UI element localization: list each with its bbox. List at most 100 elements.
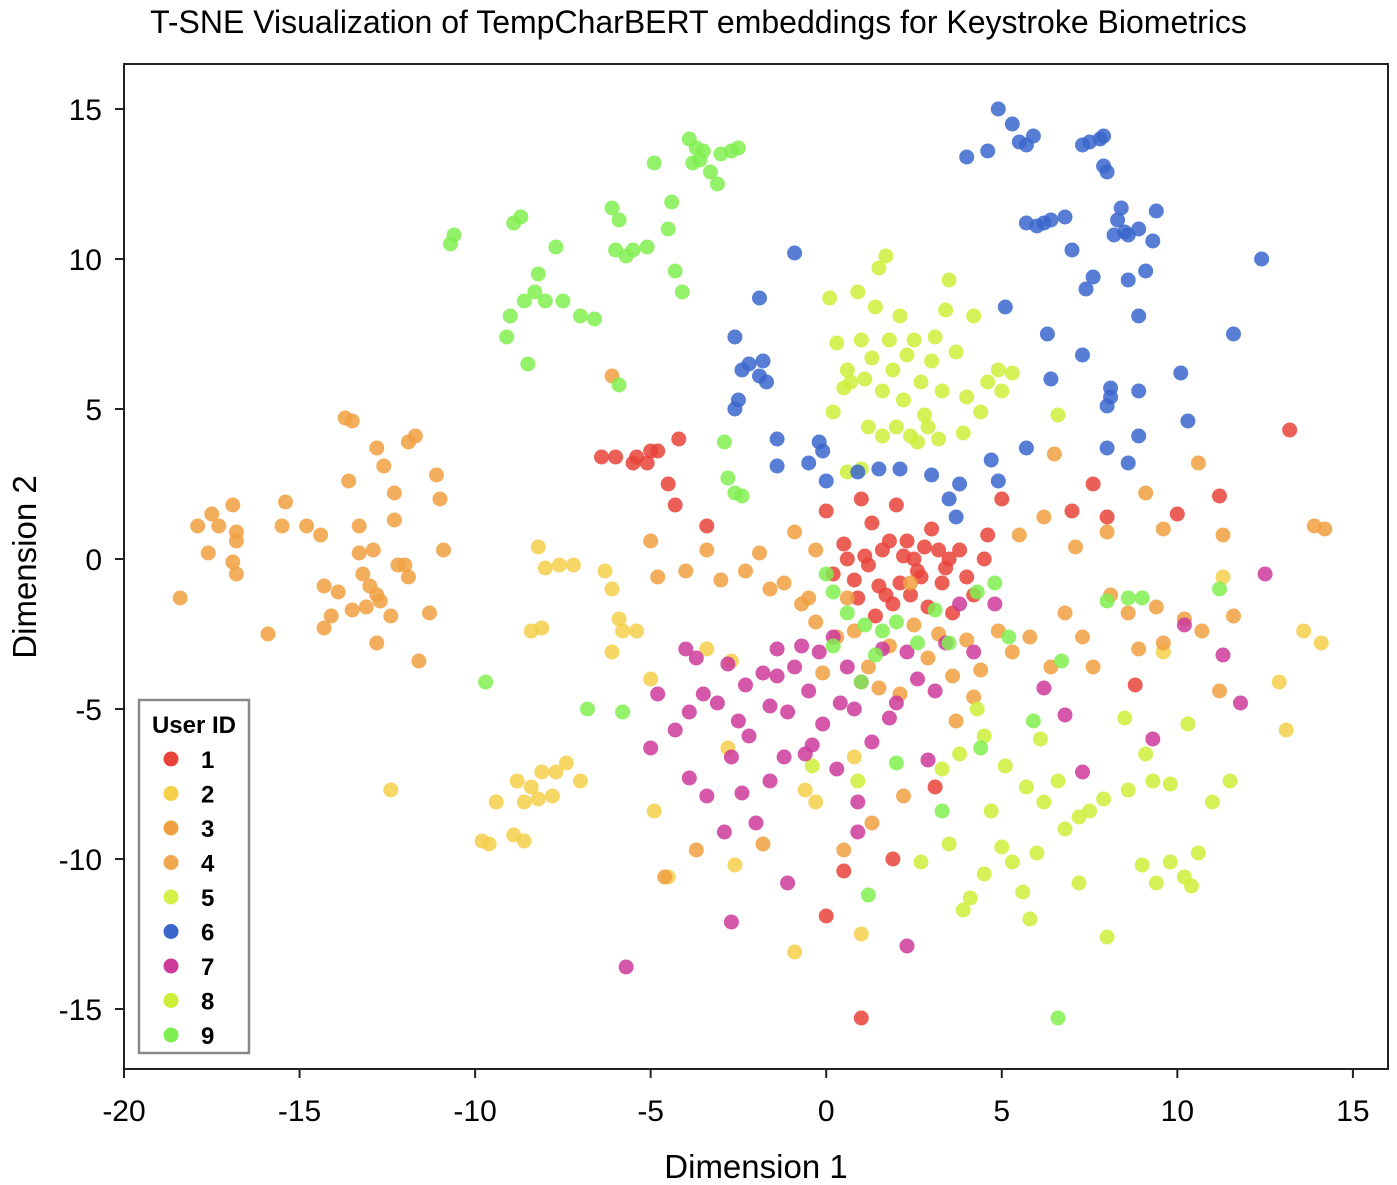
data-point-user-5 xyxy=(888,419,904,435)
data-point-user-3 xyxy=(225,497,241,513)
data-point-user-6 xyxy=(1096,128,1112,144)
data-point-user-9 xyxy=(888,755,904,771)
data-point-user-5 xyxy=(874,383,890,399)
data-point-user-3 xyxy=(344,413,360,429)
legend-marker-user-7 xyxy=(163,958,179,974)
x-tick-label: -15 xyxy=(278,1095,321,1128)
points-layer xyxy=(172,101,1333,1026)
data-point-user-5 xyxy=(959,389,975,405)
data-point-user-3 xyxy=(411,653,427,669)
data-point-user-1 xyxy=(885,596,901,612)
data-point-user-5 xyxy=(853,332,869,348)
data-point-user-5 xyxy=(1222,773,1238,789)
legend-title: User ID xyxy=(152,712,236,739)
x-tick-label: 10 xyxy=(1161,1095,1194,1128)
legend-marker-user-2 xyxy=(163,786,179,801)
y-tick-label: -10 xyxy=(59,844,102,877)
data-point-user-5 xyxy=(857,371,873,387)
data-point-user-5 xyxy=(1134,857,1150,873)
data-point-user-9 xyxy=(580,701,595,717)
data-point-user-1 xyxy=(892,575,908,591)
data-point-user-5 xyxy=(1117,710,1133,726)
y-tick-label: -15 xyxy=(59,994,102,1027)
data-point-user-7 xyxy=(776,749,792,765)
data-point-user-7 xyxy=(829,761,845,777)
data-point-user-3 xyxy=(896,788,911,804)
data-point-user-7 xyxy=(723,914,739,930)
data-point-user-1 xyxy=(818,908,834,924)
data-point-user-7 xyxy=(966,644,982,660)
data-point-user-1 xyxy=(874,542,890,558)
data-point-user-5 xyxy=(962,890,978,906)
data-point-user-3 xyxy=(1131,641,1147,657)
y-tick-label: 0 xyxy=(85,544,102,577)
data-point-user-3 xyxy=(959,632,975,648)
data-point-user-6 xyxy=(1131,308,1147,324)
data-point-user-5 xyxy=(980,374,996,390)
data-point-user-9 xyxy=(927,602,943,618)
data-point-user-3 xyxy=(400,434,416,450)
data-point-user-6 xyxy=(1110,212,1126,228)
data-point-user-2 xyxy=(643,671,659,687)
data-point-user-5 xyxy=(1050,407,1066,423)
data-point-user-3 xyxy=(299,518,315,534)
data-point-user-1 xyxy=(867,608,883,624)
data-point-user-5 xyxy=(1022,911,1038,927)
data-point-user-6 xyxy=(1036,215,1052,231)
data-point-user-3 xyxy=(400,569,416,585)
data-point-user-5 xyxy=(913,854,929,870)
data-point-user-1 xyxy=(994,491,1010,507)
data-point-user-3 xyxy=(860,659,876,675)
data-point-user-6 xyxy=(741,356,757,372)
data-point-user-9 xyxy=(1212,581,1227,597)
data-point-user-5 xyxy=(976,866,992,882)
legend-label-user-6: 6 xyxy=(201,920,214,947)
data-point-user-9 xyxy=(516,293,532,309)
data-point-user-7 xyxy=(952,596,968,612)
data-point-user-2 xyxy=(615,623,631,639)
data-point-user-9 xyxy=(910,635,925,651)
data-point-user-5 xyxy=(864,350,880,366)
data-point-user-2 xyxy=(808,794,824,810)
legend-label-user-9: 9 xyxy=(201,1023,214,1050)
data-point-user-3 xyxy=(436,542,451,558)
data-point-user-3 xyxy=(341,473,357,489)
data-point-user-3 xyxy=(358,599,374,615)
data-point-user-3 xyxy=(920,650,936,666)
data-point-user-3 xyxy=(1120,605,1136,621)
data-point-user-5 xyxy=(1015,884,1031,900)
data-point-user-3 xyxy=(1004,644,1020,660)
data-point-user-5 xyxy=(1018,779,1034,795)
data-point-user-7 xyxy=(899,938,915,954)
data-point-user-7 xyxy=(1257,566,1273,582)
data-point-user-7 xyxy=(899,644,915,660)
data-point-user-6 xyxy=(983,452,999,468)
data-point-user-9 xyxy=(818,566,834,582)
data-point-user-9 xyxy=(987,575,1003,591)
data-point-user-6 xyxy=(924,467,940,483)
data-point-user-7 xyxy=(815,716,831,732)
data-point-user-2 xyxy=(604,644,620,660)
data-point-user-3 xyxy=(278,494,293,510)
data-point-user-9 xyxy=(548,239,564,255)
data-point-user-7 xyxy=(730,713,746,729)
data-point-user-7 xyxy=(681,770,697,786)
data-point-user-7 xyxy=(1215,647,1231,663)
data-point-user-3 xyxy=(752,545,767,561)
legend-marker-user-8 xyxy=(163,993,179,1008)
data-point-user-9 xyxy=(874,623,890,639)
data-point-user-3 xyxy=(260,626,276,642)
data-point-user-5 xyxy=(966,308,982,324)
data-point-user-9 xyxy=(860,887,876,903)
legend-marker-user-1 xyxy=(163,751,179,767)
data-point-user-2 xyxy=(1296,623,1312,639)
data-point-user-7 xyxy=(678,641,694,657)
data-point-user-2 xyxy=(853,926,869,942)
data-point-user-9 xyxy=(709,176,725,192)
data-point-user-9 xyxy=(667,263,683,279)
data-point-user-5 xyxy=(899,347,915,363)
data-point-user-3 xyxy=(948,713,964,729)
data-point-user-1 xyxy=(1212,488,1227,504)
data-point-user-1 xyxy=(857,548,873,564)
